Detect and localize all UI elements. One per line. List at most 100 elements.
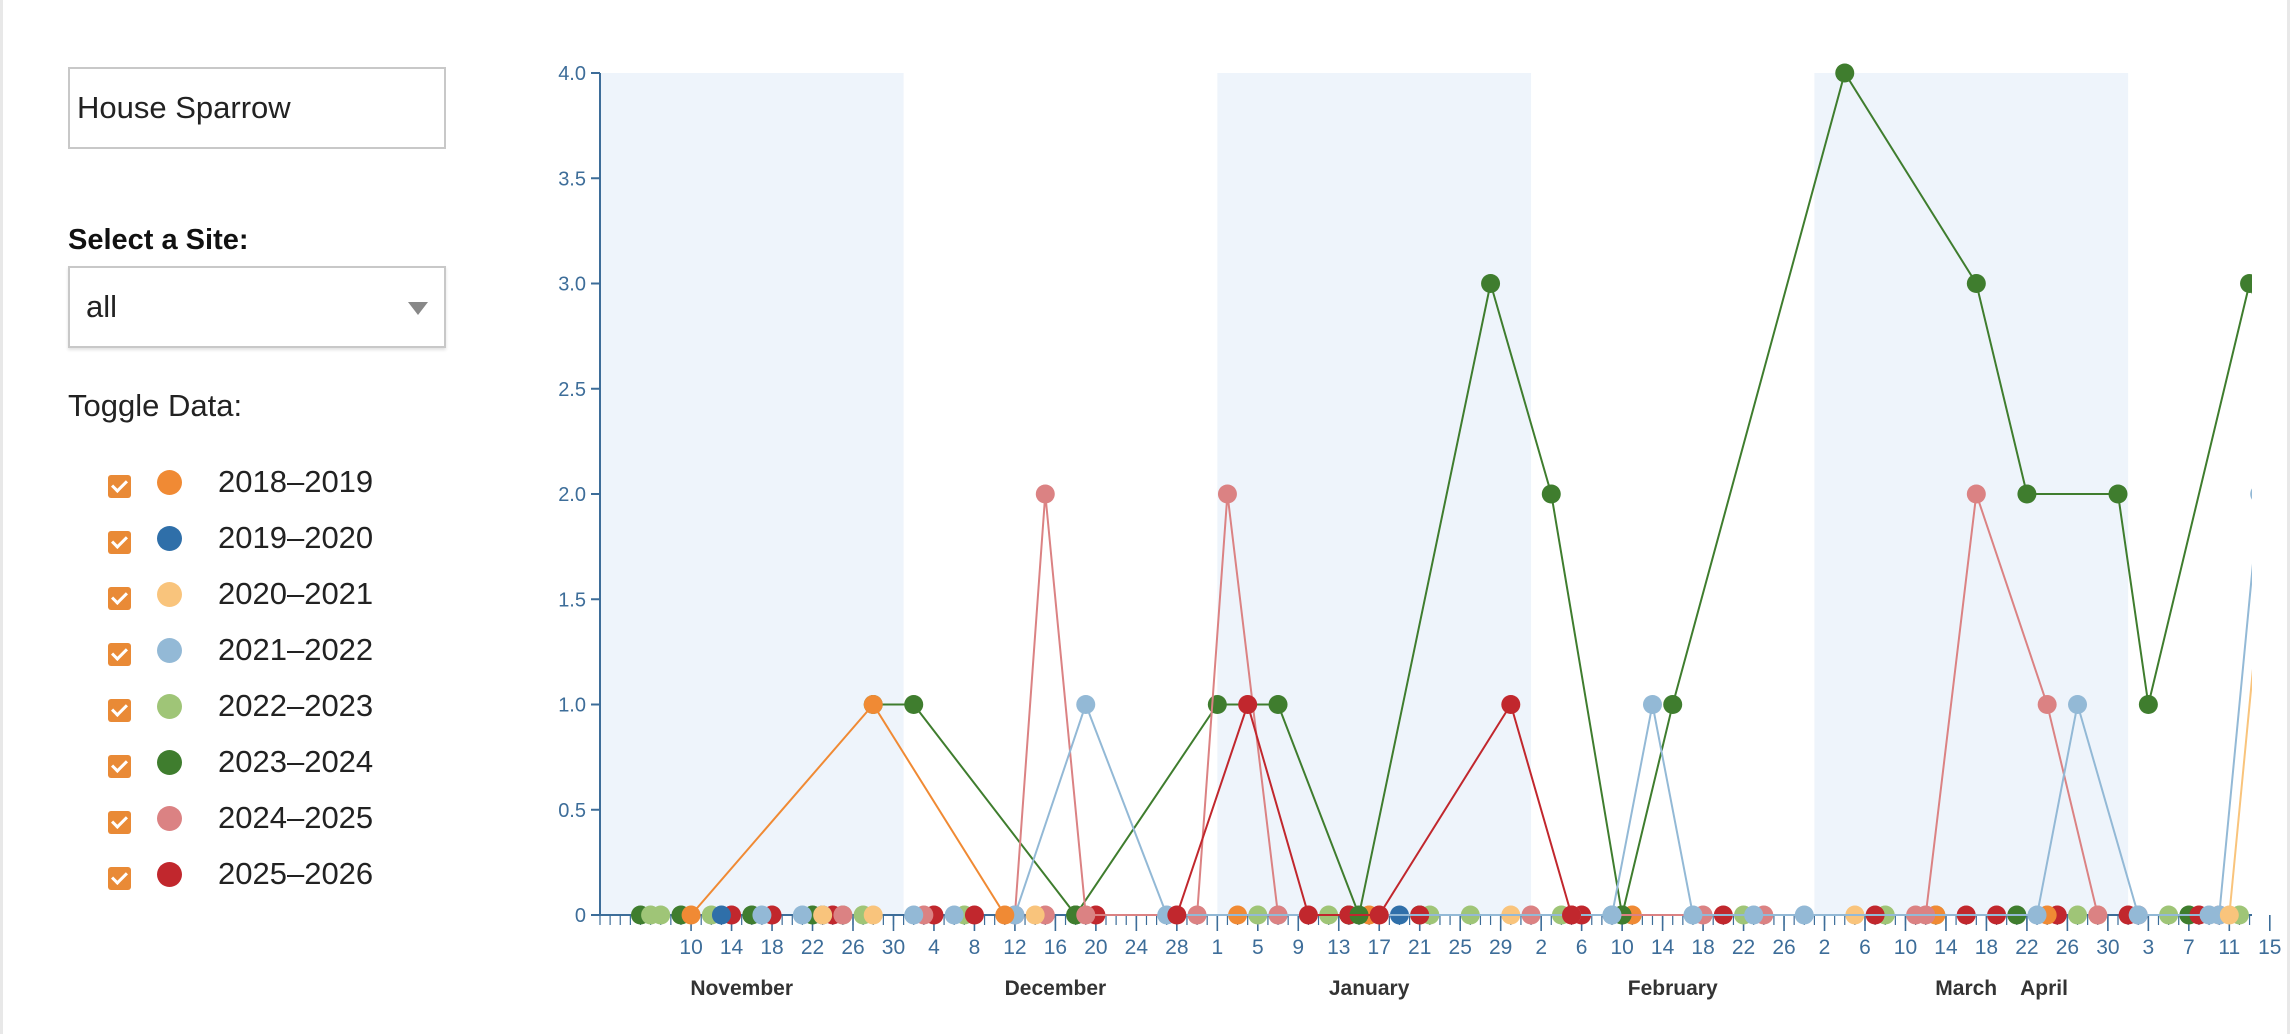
x-tick-label: 21 <box>1408 936 1431 959</box>
data-point <box>864 695 883 714</box>
data-point <box>2240 274 2259 293</box>
data-point <box>1501 695 1520 714</box>
data-point <box>2250 485 2269 504</box>
x-tick-label: 10 <box>1610 936 1633 959</box>
data-point <box>1481 274 1500 293</box>
data-point <box>1643 695 1662 714</box>
data-point <box>2088 906 2107 925</box>
x-tick-label: 6 <box>1576 936 1588 959</box>
x-tick-label: 28 <box>1165 936 1188 959</box>
data-point <box>995 906 1014 925</box>
zero-point <box>752 906 771 925</box>
data-point <box>1683 906 1702 925</box>
x-tick-label: 1 <box>1211 936 1223 959</box>
x-tick-label: 18 <box>1975 936 1998 959</box>
zero-point <box>904 906 923 925</box>
y-tick-label: 0 <box>575 905 586 927</box>
x-tick-label: 18 <box>760 936 783 959</box>
y-tick-label: 3.0 <box>558 274 586 296</box>
data-point <box>2038 695 2057 714</box>
zero-point <box>833 906 852 925</box>
x-tick-label: 18 <box>1691 936 1714 959</box>
data-point <box>1076 906 1095 925</box>
x-tick-label: 22 <box>1732 936 1755 959</box>
x-tick-label: 26 <box>2056 936 2079 959</box>
data-point <box>1208 695 1227 714</box>
x-tick-label: 22 <box>801 936 824 959</box>
x-tick-label: 26 <box>841 936 864 959</box>
zero-point <box>712 906 731 925</box>
data-point <box>2109 485 2128 504</box>
y-tick-label: 3.5 <box>558 168 586 190</box>
y-tick-label: 1.0 <box>558 695 586 717</box>
data-point <box>2129 906 2148 925</box>
data-point <box>1835 64 1854 83</box>
x-tick-label: 20 <box>1084 936 1107 959</box>
month-label: March <box>1935 977 1997 1000</box>
x-tick-label: 14 <box>720 936 744 959</box>
x-tick-label: 11 <box>2218 936 2240 959</box>
x-tick-label: 15 <box>2258 936 2281 959</box>
x-tick-label: 25 <box>1449 936 1472 959</box>
zero-point <box>2068 906 2087 925</box>
x-tick-label: 8 <box>969 936 981 959</box>
x-tick-label: 9 <box>1292 936 1304 959</box>
data-point <box>1967 485 1986 504</box>
x-tick-label: 10 <box>679 936 702 959</box>
data-point <box>2017 485 2036 504</box>
data-point <box>1542 485 1561 504</box>
y-tick-label: 1.5 <box>558 589 586 611</box>
data-point <box>2220 906 2239 925</box>
zero-point <box>864 906 883 925</box>
x-tick-label: 29 <box>1489 936 1512 959</box>
zero-point <box>965 906 984 925</box>
month-label: April <box>2020 977 2068 1000</box>
x-tick-label: 17 <box>1368 936 1391 959</box>
data-point <box>1663 695 1682 714</box>
y-tick-label: 2.5 <box>558 379 586 401</box>
x-tick-label: 4 <box>928 936 940 959</box>
zero-point <box>945 906 964 925</box>
data-point <box>2260 485 2279 504</box>
x-tick-label: 26 <box>1772 936 1795 959</box>
y-tick-label: 4.0 <box>558 63 586 85</box>
x-tick-label: 2 <box>1535 936 1547 959</box>
x-tick-label: 5 <box>1252 936 1264 959</box>
y-tick-label: 0.5 <box>558 800 586 822</box>
data-point <box>1269 695 1288 714</box>
x-tick-label: 3 <box>2143 936 2155 959</box>
x-tick-label: 13 <box>1327 936 1350 959</box>
data-point <box>1603 906 1622 925</box>
data-point <box>1238 695 1257 714</box>
data-point <box>1562 906 1581 925</box>
zero-point <box>793 906 812 925</box>
series-line <box>2229 494 2290 915</box>
x-tick-label: 14 <box>1651 936 1675 959</box>
data-point <box>1370 906 1389 925</box>
x-tick-label: 22 <box>2015 936 2038 959</box>
x-tick-label: 10 <box>1894 936 1917 959</box>
x-tick-label: 12 <box>1003 936 1026 959</box>
x-tick-label: 16 <box>1044 936 1067 959</box>
month-label: December <box>1005 977 1107 1000</box>
data-point <box>2068 695 2087 714</box>
data-point <box>1076 695 1095 714</box>
data-point <box>1299 906 1318 925</box>
data-point <box>2139 695 2158 714</box>
month-band <box>600 73 904 915</box>
month-label: February <box>1628 977 1718 1000</box>
month-label: November <box>690 977 793 1000</box>
data-point <box>904 695 923 714</box>
month-label: January <box>1329 977 1410 1000</box>
x-tick-label: 7 <box>2183 936 2195 959</box>
data-point <box>2028 906 2047 925</box>
data-point <box>1218 485 1237 504</box>
data-point <box>682 906 701 925</box>
zero-point <box>651 906 670 925</box>
y-tick-label: 2.0 <box>558 484 586 506</box>
x-tick-label: 30 <box>2096 936 2119 959</box>
data-point <box>1967 274 1986 293</box>
x-tick-label: 30 <box>882 936 905 959</box>
zero-point <box>813 906 832 925</box>
